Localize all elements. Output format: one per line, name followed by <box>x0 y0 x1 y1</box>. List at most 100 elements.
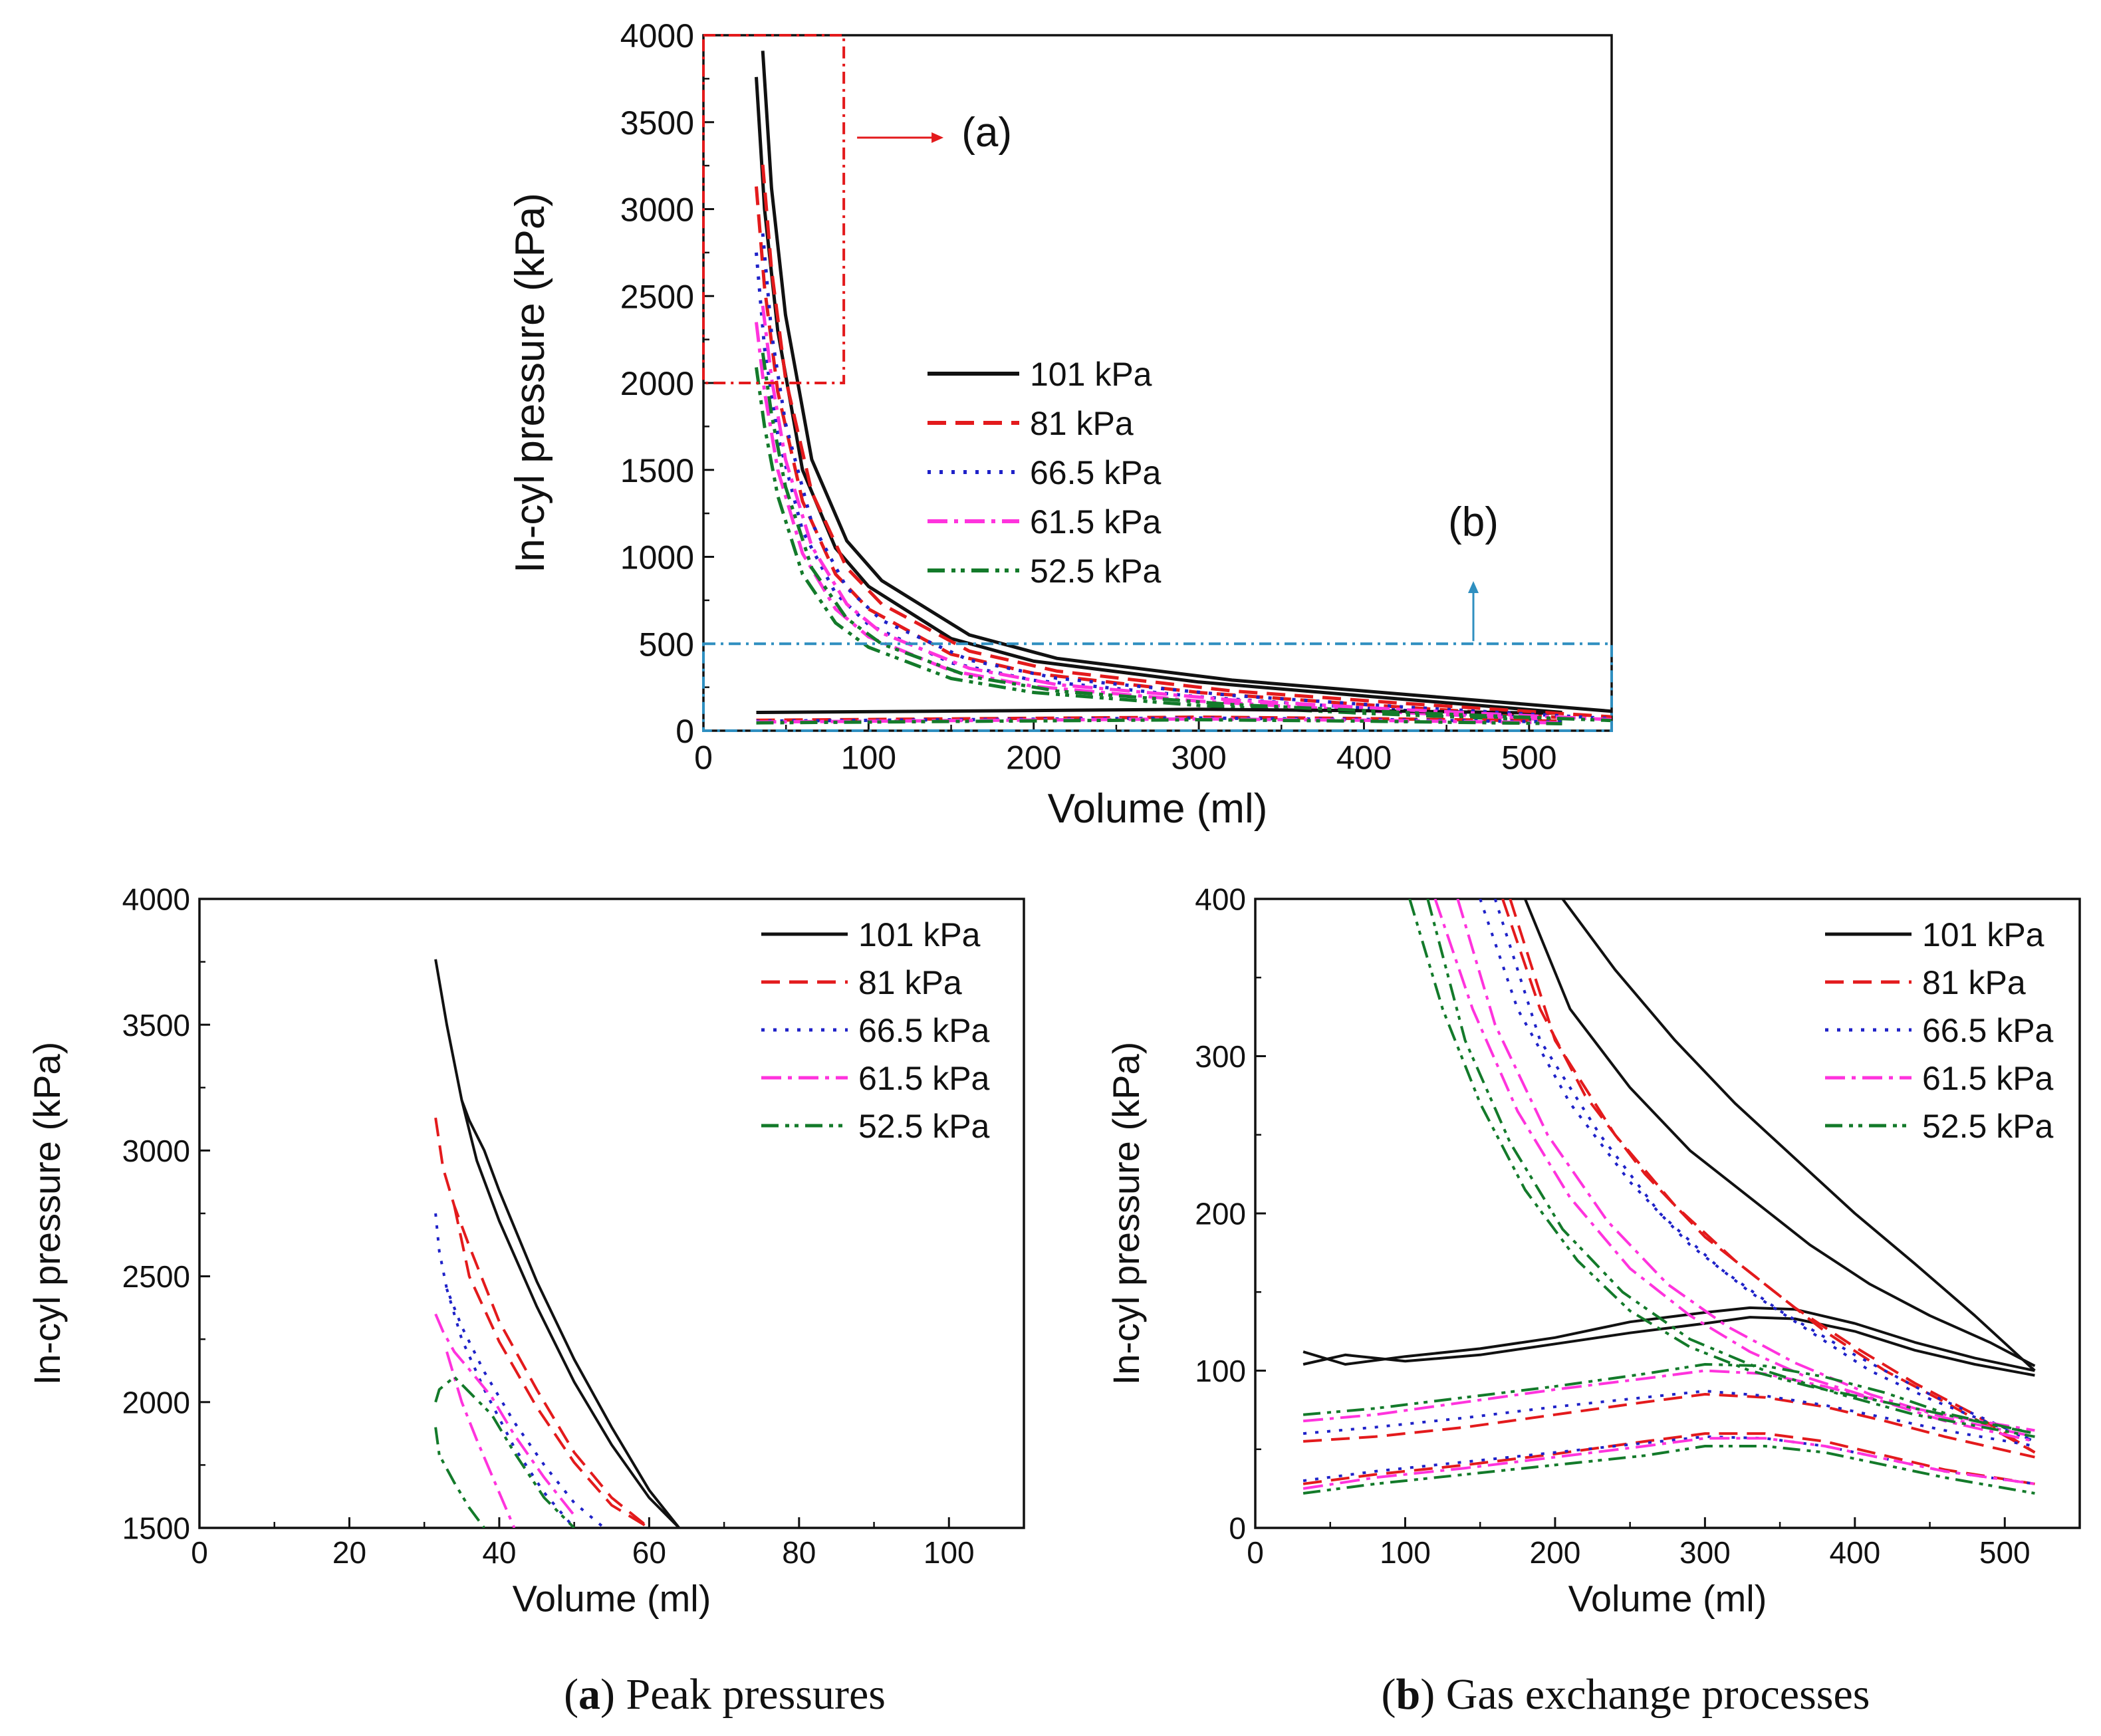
y-tick-label: 2000 <box>122 1385 190 1420</box>
series-line-81-kpa-2- <box>1509 899 2036 1454</box>
series-line-61-5-kpa-intake-2- <box>1302 1437 2035 1490</box>
series-line-52-5-kpa-2- <box>1426 899 2035 1438</box>
x-tick-label: 0 <box>694 739 713 777</box>
arrow-to-b <box>1468 581 1479 642</box>
legend-label: 66.5 kPa <box>1030 454 1162 491</box>
legend-label: 61.5 kPa <box>858 1060 990 1097</box>
series-line-81-kpa-intake <box>1302 1393 2035 1459</box>
y-axis-label: In-cyl pressure (kPa) <box>1105 1042 1147 1386</box>
series-line-81-kpa <box>1501 899 2036 1454</box>
x-tick-label: 20 <box>332 1535 366 1570</box>
x-tick-label: 400 <box>1829 1535 1880 1570</box>
zoom-box-a <box>702 34 846 384</box>
x-tick-label: 200 <box>1006 739 1061 777</box>
series-line-52-5-kpa-2- <box>434 1427 486 1528</box>
legend-label: 81 kPa <box>1030 405 1134 442</box>
overview-chart: 0 100 200 300 400 500 0 500 1000 1500 2000 2500 3000… <box>507 17 1613 832</box>
series-lines <box>755 51 1612 725</box>
gas-exchange-band-4 <box>756 717 1562 725</box>
x-tick-label: 60 <box>632 1535 666 1570</box>
series-line-101-kpa-2- <box>460 1100 681 1528</box>
legend-label: 101 kPa <box>858 916 981 953</box>
series-line-52-5-kpa <box>1408 899 2035 1435</box>
x-axis-label: Volume (ml) <box>1048 786 1268 832</box>
series-line-81-kpa-2- <box>453 1205 650 1528</box>
legend-label: 66.5 kPa <box>858 1012 990 1049</box>
y-tick-label: 3000 <box>122 1134 190 1168</box>
series-line-upper-1 <box>761 164 1612 719</box>
legend-label: 81 kPa <box>858 964 962 1001</box>
series-line-61-5-kpa-intake <box>1302 1369 2035 1443</box>
series-lines <box>1302 899 2036 1495</box>
gas-exchange-chart: 0 100 200 300 400 500 0 100 200 300 400 Volume (ml)… <box>1105 882 2081 1620</box>
x-tick-label: 100 <box>841 739 896 777</box>
x-tick-label: 400 <box>1336 739 1392 777</box>
legend-label: 61.5 kPa <box>1922 1060 2054 1097</box>
series-line-61-5-kpa <box>755 322 1562 722</box>
y-axis-label: In-cyl pressure (kPa) <box>507 193 553 573</box>
y-tick-label: 2500 <box>122 1259 190 1294</box>
x-tick-label: 200 <box>1530 1535 1581 1570</box>
series-line-81-kpa-intake-2- <box>1302 1432 2035 1485</box>
x-tick-label: 100 <box>1380 1535 1431 1570</box>
y-axis-label: In-cyl pressure (kPa) <box>26 1042 68 1386</box>
series-line-66-5-kpa <box>1479 899 2036 1443</box>
series-line-52-5-kpa-intake-2- <box>1302 1445 2035 1495</box>
y-tick-label: 3000 <box>620 191 694 229</box>
series-line-101-kpa-2- <box>1523 899 2036 1368</box>
peak-pressure-chart: 0 20 40 60 80 100 1500 2000 2500 3000 3500 4000 Volu… <box>26 882 1025 1620</box>
x-axis-label: Volume (ml) <box>1568 1578 1767 1620</box>
legend-label: 81 kPa <box>1922 964 2026 1001</box>
y-tick-label: 2500 <box>620 278 694 315</box>
legend-label: 52.5 kPa <box>1922 1108 2054 1145</box>
series-line-52-5-kpa <box>434 1376 576 1528</box>
y-tick-label: 4000 <box>620 17 694 55</box>
x-tick-label: 100 <box>924 1535 975 1570</box>
y-tick-label: 1000 <box>620 539 694 576</box>
y-tick-label: 0 <box>676 713 694 750</box>
x-tick-label: 300 <box>1171 739 1226 777</box>
y-tick-label: 200 <box>1195 1197 1246 1231</box>
legend-label: 101 kPa <box>1030 356 1152 393</box>
series-lines <box>434 959 681 1528</box>
y-tick-label: 3500 <box>122 1008 190 1043</box>
legend-label: 66.5 kPa <box>1922 1012 2054 1049</box>
gas-exchange-band-0 <box>756 707 1562 715</box>
series-line-66-5-kpa-intake-2- <box>1302 1435 2035 1485</box>
y-tick-label: 1500 <box>620 452 694 489</box>
legend-label: 52.5 kPa <box>858 1108 990 1145</box>
x-tick-label: 0 <box>191 1535 208 1570</box>
y-tick-label: 3500 <box>620 104 694 142</box>
y-tick-label: 300 <box>1195 1039 1246 1074</box>
series-line-81-kpa <box>755 186 1562 719</box>
y-tick-label: 100 <box>1195 1354 1246 1388</box>
y-tick-label: 4000 <box>122 882 190 917</box>
y-tick-label: 0 <box>1229 1511 1246 1546</box>
series-line-upper-3 <box>761 305 1612 721</box>
x-tick-label: 300 <box>1679 1535 1731 1570</box>
annotation-b: (b) <box>1448 499 1499 545</box>
y-tick-label: 500 <box>639 626 694 663</box>
series-line-101-kpa-intake <box>1302 1306 2035 1372</box>
series-line-66-5-kpa <box>434 1213 605 1528</box>
x-tick-label: 500 <box>1501 739 1556 777</box>
series-line-81-kpa <box>434 1117 650 1528</box>
x-axis-label: Volume (ml) <box>513 1578 711 1620</box>
arrow-to-a <box>857 132 944 143</box>
series-line-66-5-kpa-intake <box>1302 1390 2035 1447</box>
series-line-52-5-kpa-intake <box>1302 1363 2035 1435</box>
series-line-61-5-kpa-2- <box>445 1351 516 1528</box>
zoom-box-b <box>702 642 1613 732</box>
annotation-a: (a) <box>961 110 1012 156</box>
y-tick-label: 2000 <box>620 365 694 402</box>
gas-exchange-band-1 <box>756 715 1562 723</box>
legend: 101 kPa 81 kPa 66.5 kPa 61.5 kPa 52.5 kPa <box>761 916 990 1145</box>
x-tick-label: 500 <box>1979 1535 2031 1570</box>
x-tick-label: 80 <box>782 1535 816 1570</box>
caption-b: (b) Gas exchange processes <box>1382 1670 1870 1719</box>
legend-label: 52.5 kPa <box>1030 553 1162 590</box>
series-line-101-kpa <box>434 959 681 1528</box>
x-tick-label: 0 <box>1247 1535 1264 1570</box>
